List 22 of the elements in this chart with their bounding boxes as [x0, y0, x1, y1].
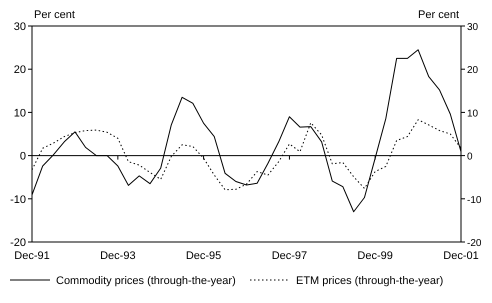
- x-tick-label: Dec-01: [443, 250, 479, 262]
- y2-tick-label: 10: [467, 108, 479, 120]
- x-tick-label: Dec-97: [272, 250, 308, 262]
- y-tick-label: 0: [20, 150, 26, 163]
- y2-tick-label: -20: [467, 238, 482, 249]
- x-tick-label: Dec-91: [14, 250, 50, 262]
- y2-tick-label: 30: [467, 22, 479, 33]
- y2-tick-label: 20: [467, 65, 479, 76]
- legend-label: Commodity prices (through-the-year): [56, 275, 236, 287]
- x-tick-label: Dec-99: [357, 250, 393, 262]
- y-axis-title: Per cent: [34, 9, 75, 21]
- y-tick-label: 30: [14, 21, 26, 33]
- x-tick-label: Dec-95: [186, 250, 222, 262]
- legend-label: ETM prices (through-the-year): [296, 275, 444, 287]
- y2-tick-label: 0: [467, 152, 473, 163]
- x-tick-label: Dec-93: [100, 250, 136, 262]
- y-tick-label: 20: [14, 64, 26, 76]
- y-tick-label: -10: [10, 194, 26, 206]
- y2-axis-title: Per cent: [418, 9, 459, 21]
- y-tick-label: 10: [14, 107, 26, 120]
- y-tick-label: -20: [10, 237, 26, 249]
- y2-tick-label: -10: [467, 194, 482, 206]
